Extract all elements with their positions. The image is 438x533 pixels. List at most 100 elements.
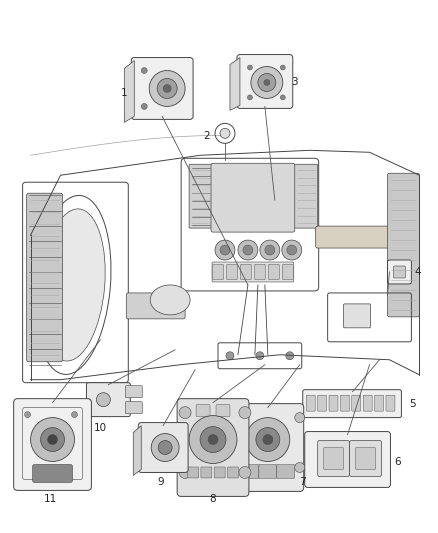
Circle shape — [251, 67, 283, 99]
Polygon shape — [230, 58, 240, 110]
Circle shape — [286, 352, 294, 360]
FancyBboxPatch shape — [86, 383, 130, 417]
FancyBboxPatch shape — [277, 464, 295, 479]
Text: 10: 10 — [94, 423, 107, 433]
FancyBboxPatch shape — [388, 173, 419, 317]
Circle shape — [280, 95, 285, 100]
Circle shape — [256, 427, 280, 451]
Circle shape — [264, 79, 270, 85]
FancyBboxPatch shape — [125, 402, 142, 414]
Circle shape — [239, 407, 251, 418]
Circle shape — [265, 245, 275, 255]
Circle shape — [158, 441, 172, 455]
FancyBboxPatch shape — [126, 293, 185, 319]
FancyBboxPatch shape — [177, 399, 249, 496]
Circle shape — [41, 427, 64, 451]
FancyBboxPatch shape — [201, 467, 212, 478]
Circle shape — [208, 434, 218, 445]
FancyBboxPatch shape — [324, 448, 343, 470]
Ellipse shape — [40, 209, 105, 361]
FancyBboxPatch shape — [363, 395, 372, 411]
Circle shape — [258, 74, 276, 92]
FancyBboxPatch shape — [259, 464, 277, 479]
FancyBboxPatch shape — [268, 264, 279, 279]
FancyBboxPatch shape — [211, 163, 295, 232]
FancyBboxPatch shape — [14, 399, 92, 490]
Circle shape — [287, 245, 297, 255]
FancyBboxPatch shape — [305, 432, 390, 487]
Circle shape — [31, 417, 74, 462]
Circle shape — [151, 433, 179, 462]
Text: 4: 4 — [414, 267, 420, 277]
Circle shape — [141, 103, 147, 109]
Circle shape — [282, 240, 302, 260]
Circle shape — [243, 245, 253, 255]
FancyBboxPatch shape — [232, 403, 304, 491]
Circle shape — [235, 463, 245, 472]
FancyBboxPatch shape — [212, 264, 223, 279]
FancyBboxPatch shape — [318, 441, 350, 477]
FancyBboxPatch shape — [254, 264, 265, 279]
FancyBboxPatch shape — [388, 260, 411, 284]
Circle shape — [189, 416, 237, 464]
Text: 6: 6 — [394, 457, 401, 467]
Circle shape — [280, 65, 285, 70]
FancyBboxPatch shape — [237, 54, 293, 108]
Circle shape — [256, 352, 264, 360]
Circle shape — [96, 393, 110, 407]
Circle shape — [71, 411, 78, 417]
FancyBboxPatch shape — [241, 464, 259, 479]
Circle shape — [226, 352, 234, 360]
FancyBboxPatch shape — [240, 264, 251, 279]
Circle shape — [238, 240, 258, 260]
FancyBboxPatch shape — [294, 164, 318, 228]
FancyBboxPatch shape — [343, 304, 371, 328]
FancyBboxPatch shape — [329, 395, 338, 411]
Circle shape — [215, 123, 235, 143]
FancyBboxPatch shape — [216, 405, 230, 417]
Circle shape — [220, 245, 230, 255]
Text: 1: 1 — [121, 88, 127, 99]
Text: 11: 11 — [44, 495, 57, 504]
Text: 3: 3 — [291, 77, 298, 87]
FancyBboxPatch shape — [352, 395, 361, 411]
FancyBboxPatch shape — [187, 467, 198, 478]
FancyBboxPatch shape — [226, 264, 237, 279]
Circle shape — [48, 434, 57, 445]
FancyBboxPatch shape — [393, 266, 406, 278]
FancyBboxPatch shape — [214, 467, 225, 478]
FancyBboxPatch shape — [283, 264, 293, 279]
Circle shape — [239, 466, 251, 479]
FancyBboxPatch shape — [227, 467, 238, 478]
FancyBboxPatch shape — [386, 395, 395, 411]
Text: 2: 2 — [204, 131, 210, 141]
Text: 9: 9 — [158, 478, 165, 488]
FancyBboxPatch shape — [131, 58, 193, 119]
Text: 7: 7 — [300, 478, 306, 488]
FancyBboxPatch shape — [138, 423, 188, 472]
Polygon shape — [124, 61, 134, 123]
Circle shape — [235, 413, 245, 423]
FancyBboxPatch shape — [306, 395, 315, 411]
FancyBboxPatch shape — [303, 390, 401, 417]
FancyBboxPatch shape — [27, 193, 63, 362]
Circle shape — [215, 240, 235, 260]
Ellipse shape — [150, 285, 190, 315]
FancyBboxPatch shape — [212, 262, 294, 282]
Circle shape — [179, 407, 191, 418]
FancyBboxPatch shape — [318, 395, 327, 411]
Circle shape — [220, 128, 230, 139]
FancyBboxPatch shape — [316, 226, 419, 248]
Text: 5: 5 — [409, 399, 416, 409]
Circle shape — [163, 84, 171, 92]
Circle shape — [295, 463, 305, 472]
FancyBboxPatch shape — [125, 386, 142, 398]
Circle shape — [260, 240, 280, 260]
FancyBboxPatch shape — [340, 395, 350, 411]
FancyBboxPatch shape — [374, 395, 384, 411]
Circle shape — [247, 65, 252, 70]
Circle shape — [295, 413, 305, 423]
FancyBboxPatch shape — [189, 164, 213, 228]
Circle shape — [25, 411, 31, 417]
FancyBboxPatch shape — [32, 464, 72, 482]
